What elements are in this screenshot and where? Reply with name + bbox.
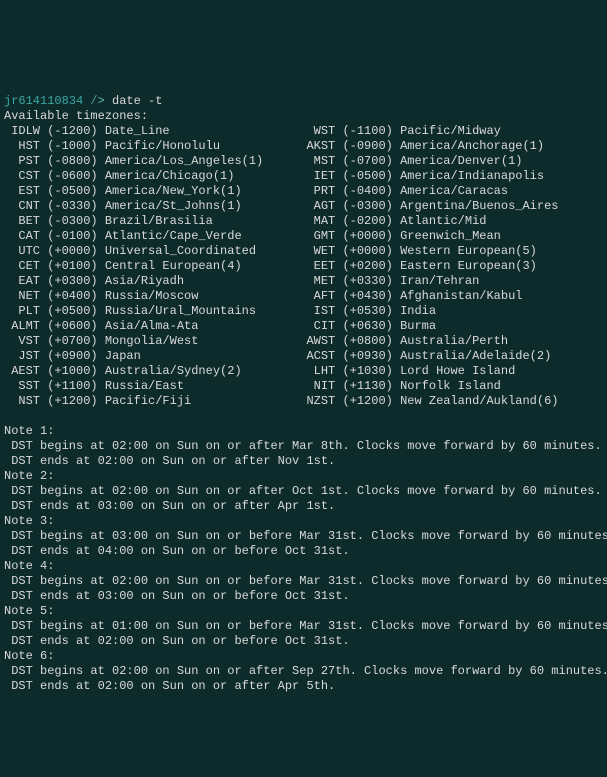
prompt-arrow: > [98,94,105,108]
prompt-path: / [90,94,97,108]
terminal-output: jr614110834 /> date -t Available timezon… [0,75,607,702]
tz-header: Available timezones: [4,109,148,123]
notes-block: Note 1: DST begins at 02:00 on Sun on or… [4,424,607,693]
timezone-table: IDLW (-1200) Date_Line WST (-1100) Pacif… [4,124,559,408]
command-text[interactable]: date -t [112,94,162,108]
prompt-user: jr614110834 [4,94,83,108]
